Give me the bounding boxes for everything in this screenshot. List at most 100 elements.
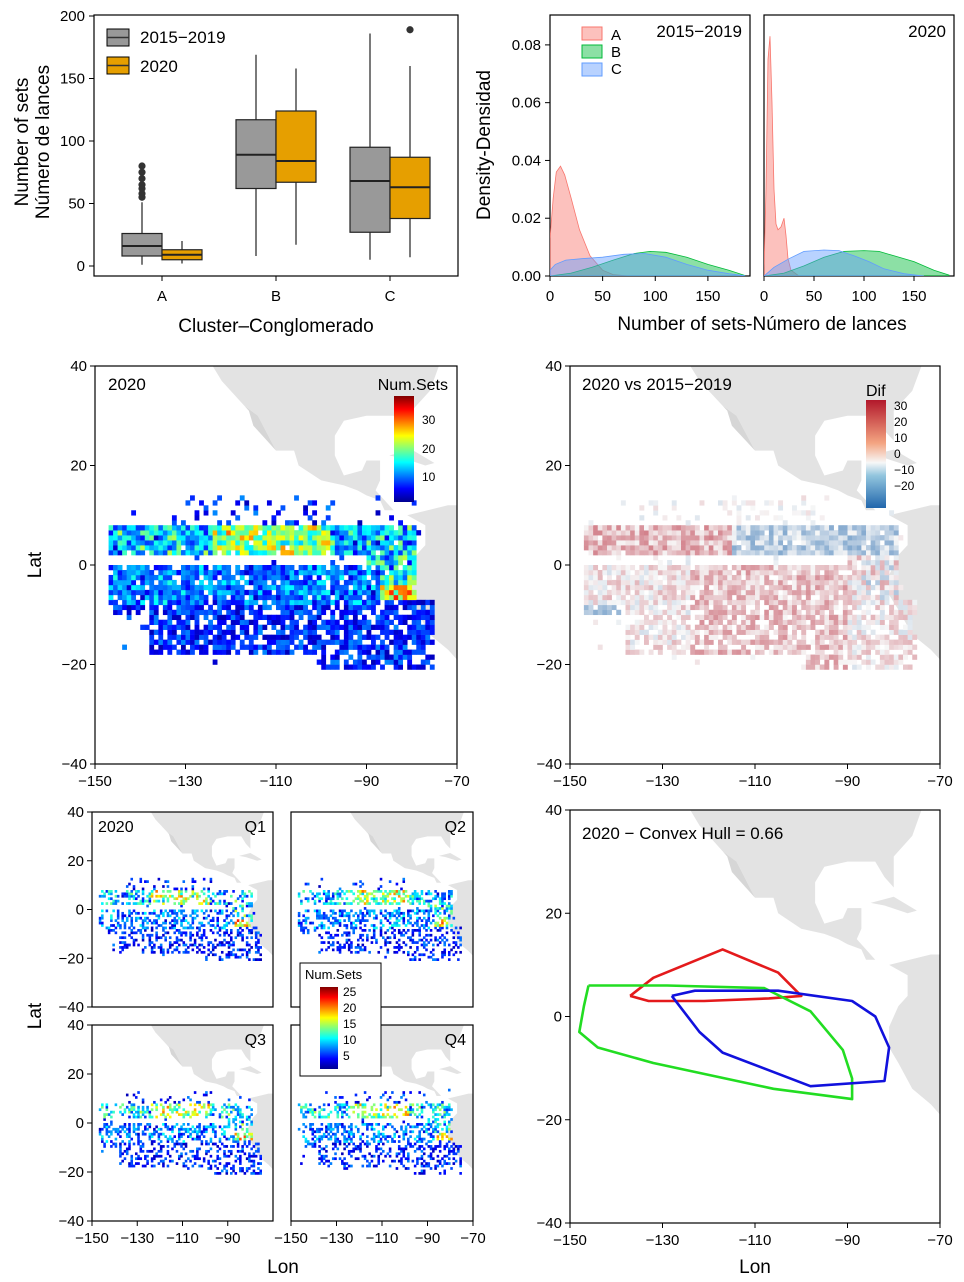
heat-cell	[148, 1135, 152, 1138]
heat-cell	[131, 510, 137, 516]
heat-cell	[226, 629, 232, 635]
heat-cell	[330, 569, 336, 576]
heat-cell	[216, 931, 219, 935]
heat-cell	[625, 535, 631, 541]
heat-cell	[694, 614, 700, 621]
heat-cell	[316, 916, 319, 920]
heat-cell	[341, 946, 344, 949]
heat-cell	[856, 654, 862, 660]
heat-cell	[334, 545, 340, 551]
heat-cell	[166, 914, 170, 918]
heat-cell	[225, 909, 229, 913]
heat-cell	[298, 609, 304, 616]
heat-cell	[671, 609, 677, 616]
heat-cell	[155, 1130, 158, 1134]
heat-cell	[773, 619, 779, 625]
heat-cell	[289, 565, 295, 571]
heat-cell	[343, 604, 349, 611]
heat-cell	[329, 909, 333, 913]
heat-cell	[371, 574, 376, 581]
heat-cell	[117, 550, 123, 556]
heat-cell	[150, 1164, 154, 1168]
heat-cell	[852, 565, 858, 571]
heat-cell	[248, 1140, 251, 1143]
heat-cell	[359, 919, 362, 922]
heat-cell	[359, 897, 362, 901]
heat-cell	[875, 639, 881, 645]
heat-cell	[171, 1159, 174, 1163]
heat-cell	[805, 565, 811, 571]
heat-cell	[266, 525, 272, 531]
heat-cell	[98, 1130, 102, 1134]
heat-cell	[819, 614, 825, 621]
heat-cell	[671, 569, 677, 576]
heat-cell	[132, 1142, 136, 1146]
heat-cell	[122, 545, 127, 551]
heat-cell	[203, 550, 209, 556]
heat-cell	[384, 589, 390, 596]
heat-cell	[211, 931, 215, 935]
heat-cell	[884, 579, 890, 586]
box-outlier	[406, 26, 414, 34]
heat-cell	[289, 634, 295, 640]
heat-cell	[375, 902, 378, 905]
heat-cell	[393, 560, 399, 566]
heat-cell	[644, 614, 649, 621]
heat-cell	[393, 892, 396, 896]
heat-cell	[356, 894, 360, 898]
heat-cell	[912, 644, 918, 650]
heat-cell	[773, 560, 779, 566]
heat-cell	[119, 1152, 122, 1156]
heat-cell	[801, 619, 807, 625]
heat-cell	[194, 629, 200, 635]
heat-cell	[325, 931, 328, 935]
heat-cell	[271, 614, 277, 621]
heat-cell	[157, 1132, 161, 1136]
heat-cell	[630, 540, 636, 546]
heat-cell	[280, 535, 286, 541]
heat-cell	[298, 579, 304, 586]
heat-cell	[140, 594, 146, 601]
heat-cell	[199, 604, 204, 611]
heat-cell	[316, 530, 322, 536]
heat-cell	[366, 897, 369, 901]
heat-cell	[257, 938, 260, 942]
heat-cell	[447, 914, 451, 918]
heat-cell	[745, 515, 751, 521]
heat-cell	[307, 545, 313, 551]
map-diff-legend-tick-m20: −20	[894, 479, 915, 493]
heat-cell	[870, 614, 876, 621]
heat-cell	[681, 545, 686, 551]
heat-cell	[425, 629, 431, 635]
heat-cell	[211, 1159, 215, 1163]
heat-cell	[407, 594, 413, 601]
heat-cell	[407, 530, 413, 536]
heat-cell	[153, 950, 156, 954]
heat-cell	[792, 530, 797, 536]
heat-cell	[285, 639, 290, 645]
heat-cell	[191, 943, 195, 947]
heat-cell	[234, 936, 238, 940]
heat-cell	[226, 535, 232, 541]
heat-cell	[893, 594, 899, 601]
heat-cell	[148, 894, 152, 898]
heat-cell	[713, 649, 719, 655]
heat-cell	[884, 614, 890, 621]
heat-cell	[420, 943, 424, 947]
heat-cell	[361, 540, 367, 546]
heat-cell	[245, 904, 249, 908]
heat-cell	[339, 530, 345, 536]
heat-cell	[184, 943, 188, 947]
heat-cell	[119, 950, 122, 954]
heat-cell	[829, 525, 834, 531]
heat-cell	[298, 540, 304, 546]
heat-cell	[321, 525, 327, 531]
heat-cell	[736, 574, 742, 581]
heat-cell	[870, 540, 876, 546]
heat-cell	[450, 924, 453, 927]
heat-cell	[289, 545, 295, 551]
heat-cell	[114, 1137, 118, 1141]
heat-cell	[203, 634, 209, 640]
heat-cell	[159, 1159, 163, 1163]
heat-cell	[227, 902, 231, 905]
